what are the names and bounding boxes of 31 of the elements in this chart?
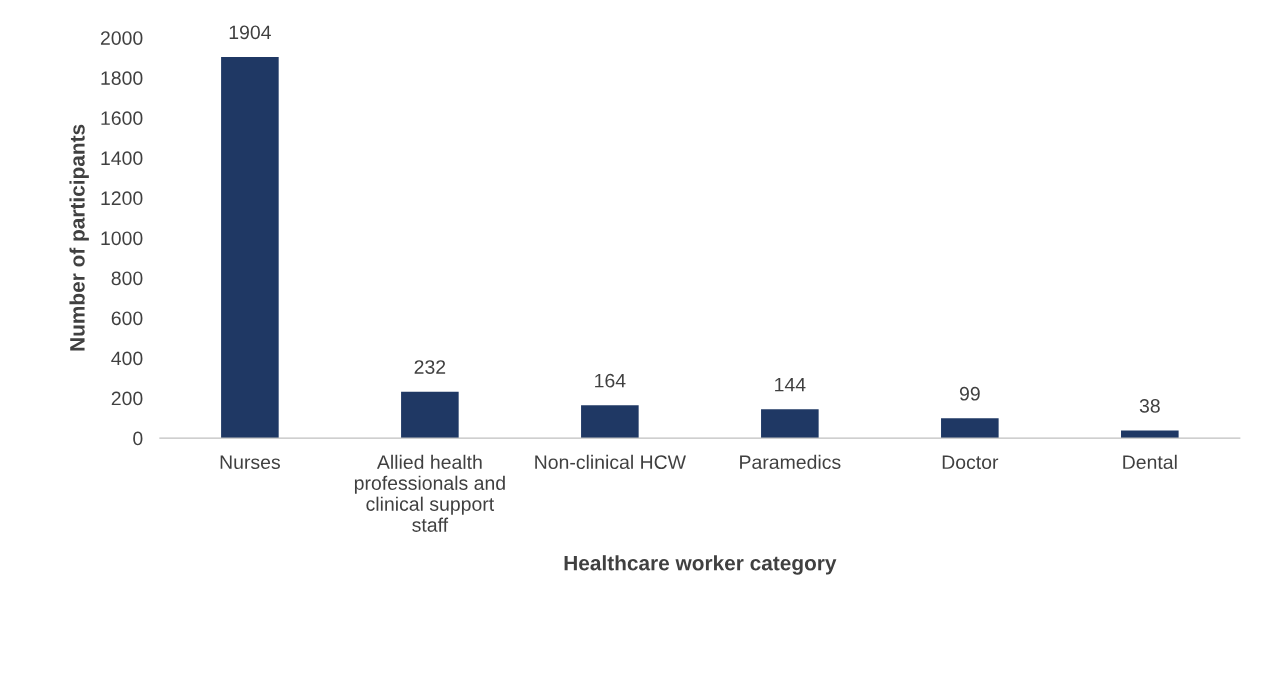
y-tick-label: 600 [111,311,143,326]
data-label: 38 [1139,398,1160,413]
x-tick-label: Doctor [942,455,999,470]
x-tick-label: Dental [1123,454,1177,470]
y-tick-label: 1000 [101,231,143,246]
y-axis-title: Number of participants [69,124,89,351]
bar [581,405,639,439]
x-axis-title: Healthcare worker category [564,555,837,575]
y-tick-label: 1200 [101,191,143,206]
bar [941,418,999,439]
bar [221,56,279,439]
x-tick-label: Paramedics [740,454,841,470]
data-label: 164 [595,373,626,388]
y-tick-label: 0 [133,431,143,446]
y-tick-label: 200 [111,391,143,406]
data-label: 144 [775,377,806,392]
y-tick-label: 2000 [100,31,143,45]
bar [1121,430,1179,439]
y-tick-label: 400 [111,351,143,366]
x-tick-label: Nurses [220,455,280,470]
y-tick-label: 1400 [101,151,143,166]
bar [401,391,459,439]
y-tick-label: 1800 [101,71,143,86]
data-label: 1904 [229,25,271,40]
y-tick-label: 1600 [101,111,143,126]
y-tick-label: 800 [111,271,143,286]
data-label: 232 [414,360,446,374]
x-tick-label: Allied health professionals and clinical support staff [354,454,505,532]
data-label: 99 [959,386,980,401]
x-tick-label: Non-clinical HCW [535,454,686,470]
bar [761,409,819,439]
